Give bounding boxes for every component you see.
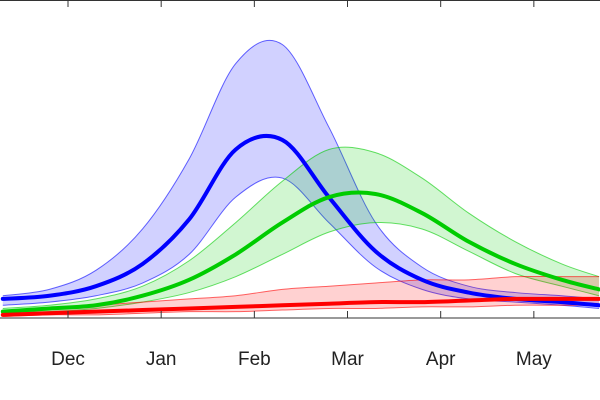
band bbox=[2, 40, 600, 309]
band bbox=[2, 147, 600, 312]
band-lower bbox=[2, 222, 600, 313]
x-tick-label: Apr bbox=[426, 349, 456, 370]
x-tick-label: Jan bbox=[146, 349, 177, 370]
band-lower bbox=[2, 304, 600, 317]
plot-frame bbox=[0, 0, 600, 319]
band-upper bbox=[2, 39, 600, 300]
band-lower bbox=[2, 176, 600, 309]
x-tick-label: Dec bbox=[51, 349, 85, 370]
x-tick-label: Mar bbox=[331, 349, 364, 370]
x-tick-label: Feb bbox=[238, 349, 271, 370]
mean-line bbox=[0, 296, 600, 317]
mean-line bbox=[0, 190, 600, 314]
x-tick-label: May bbox=[516, 349, 552, 370]
